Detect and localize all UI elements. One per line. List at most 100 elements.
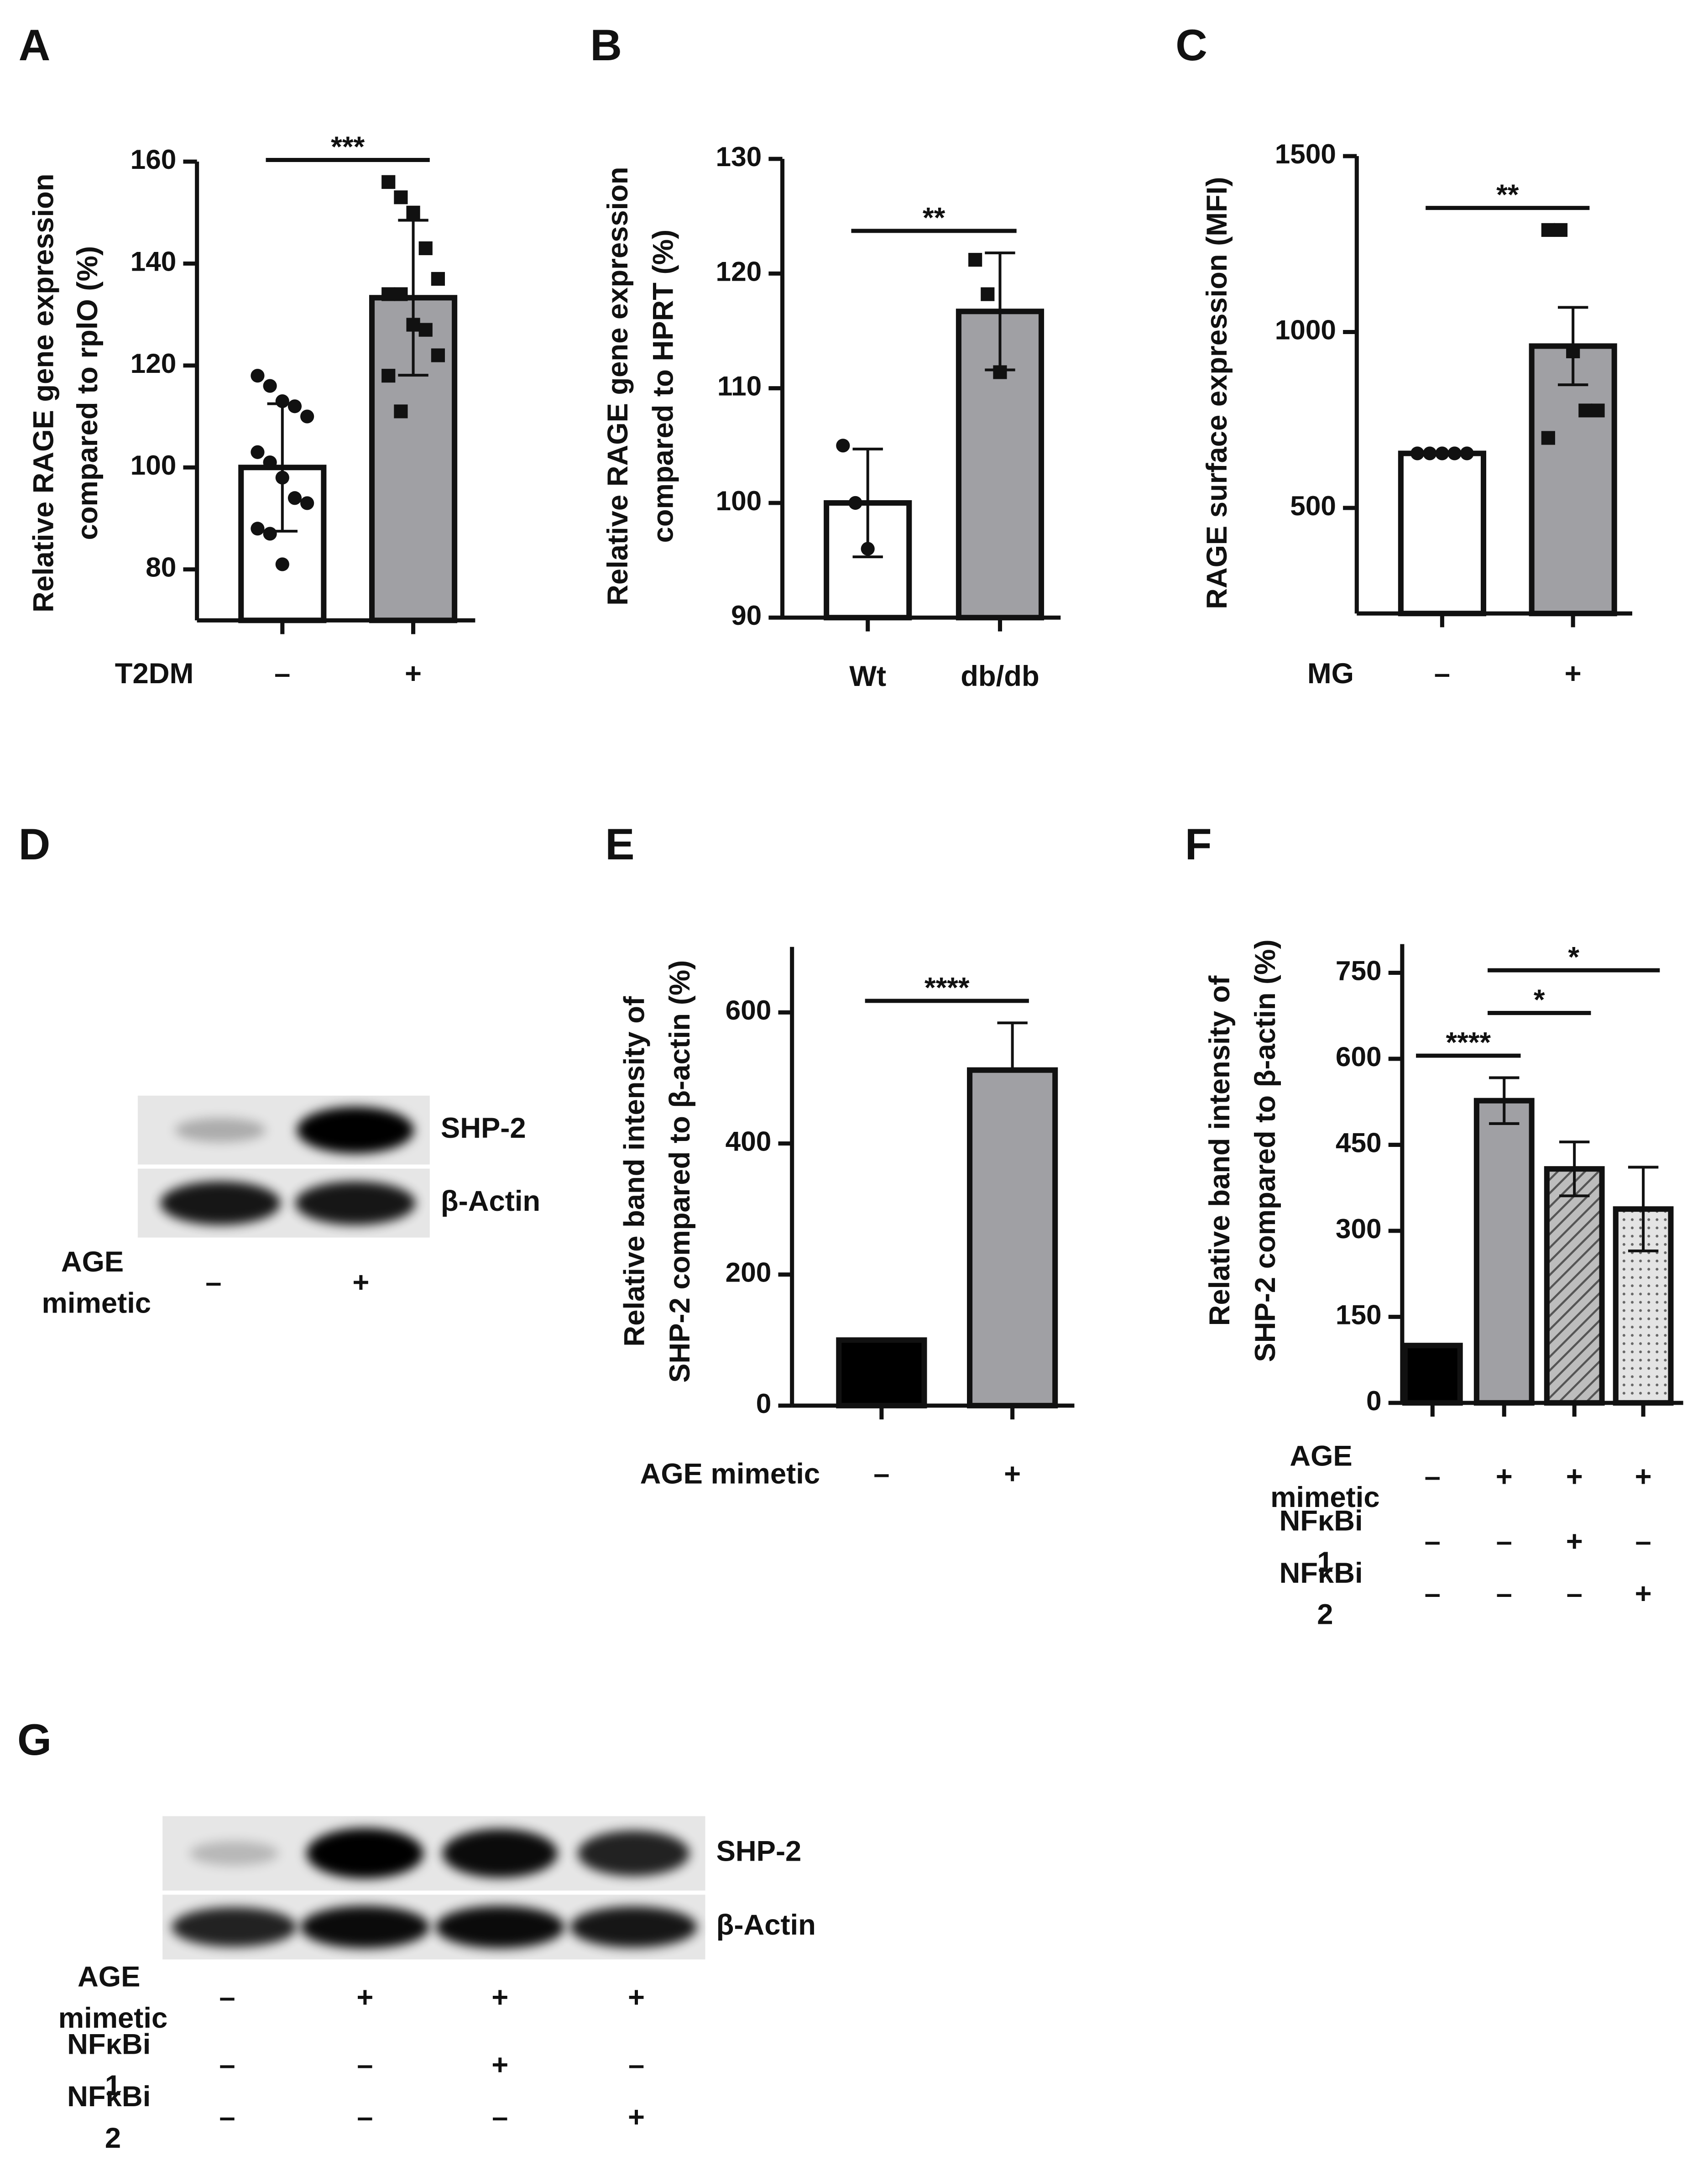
row-symbol: – [1425, 1578, 1441, 1610]
panel-letter: E [605, 820, 634, 869]
blot-band [297, 1106, 414, 1154]
bar [836, 1337, 927, 1408]
row-symbol: – [1425, 1525, 1441, 1557]
y-tick-label: 110 [717, 371, 762, 402]
data-point [381, 175, 396, 189]
data-point [300, 409, 314, 424]
y-tick-label: 100 [131, 450, 177, 481]
data-point [861, 542, 875, 556]
significance-label: *** [331, 131, 365, 163]
data-point [1591, 403, 1605, 418]
significance-label: ** [923, 202, 945, 234]
data-point [1541, 223, 1555, 237]
row-symbol: – [1425, 1461, 1441, 1493]
row-symbol: + [352, 1266, 369, 1298]
y-tick-label: 600 [726, 994, 772, 1026]
row-symbol: – [274, 658, 290, 690]
data-point [836, 439, 850, 453]
data-point [394, 190, 408, 204]
blot-band [570, 1906, 697, 1948]
bar [1402, 1343, 1463, 1406]
blot-band [175, 1118, 266, 1142]
data-point [381, 369, 396, 383]
significance-label: * [1534, 984, 1545, 1016]
row-symbol: + [1565, 658, 1582, 690]
y-axis-label: RAGE surface expression (MFI) [1201, 177, 1233, 609]
y-tick-label: 90 [731, 600, 762, 631]
row-symbol: + [1566, 1461, 1583, 1493]
y-tick-label: 100 [716, 485, 762, 516]
panel-letter: G [17, 1716, 52, 1764]
row-label: NFκBi 2 [67, 2081, 159, 2154]
row-symbol: + [356, 1982, 373, 2014]
panel-letter: B [590, 21, 622, 70]
panel-letter: A [19, 21, 51, 70]
row-label: AGE mimetic [42, 1246, 151, 1319]
blot-band [435, 1905, 564, 1949]
bar [967, 1067, 1058, 1408]
row-label: AGE mimetic [1270, 1440, 1380, 1513]
data-point [1553, 223, 1568, 237]
bar [1544, 1166, 1605, 1406]
data-point [1410, 446, 1425, 460]
y-axis-label: compared to HPRT (%) [648, 230, 679, 543]
row-label: NFκBi 1 [67, 2028, 159, 2102]
data-point [1423, 446, 1437, 460]
blot-band [172, 1907, 297, 1947]
data-point [1460, 446, 1474, 460]
y-tick-label: 120 [716, 256, 762, 287]
panel-letter: C [1175, 21, 1207, 70]
row-label: MG [1307, 658, 1354, 690]
blot-band [578, 1830, 690, 1876]
data-point [381, 287, 396, 301]
row-symbol: + [1566, 1525, 1583, 1557]
data-point [394, 287, 408, 301]
y-tick-label: 500 [1290, 490, 1336, 521]
significance-label: **** [1446, 1027, 1491, 1059]
y-tick-label: 750 [1336, 955, 1382, 986]
data-point [406, 318, 420, 332]
data-point [1447, 446, 1462, 460]
blot-band [295, 1181, 416, 1225]
row-symbol: – [357, 2101, 373, 2133]
band-label: β-Actin [716, 1909, 816, 1941]
data-point [848, 496, 862, 510]
row-symbol: + [1004, 1458, 1021, 1490]
data-point [431, 348, 445, 362]
row-symbol: + [1496, 1461, 1513, 1493]
row-symbol: + [1635, 1461, 1652, 1493]
y-axis-label: Relative band intensity of [1204, 975, 1236, 1326]
blot-band [300, 1905, 430, 1949]
row-symbol: – [1496, 1578, 1512, 1610]
data-point [418, 323, 433, 337]
y-axis-label: SHP-2 compared to β-actin (%) [1249, 939, 1281, 1362]
significance-label: ** [1496, 179, 1519, 211]
panel-letter: F [1185, 820, 1212, 869]
data-point [275, 557, 289, 571]
y-tick-label: 80 [146, 552, 176, 583]
data-point [1541, 431, 1555, 445]
data-point [418, 241, 433, 256]
row-symbol: + [405, 658, 422, 690]
row-symbol: – [357, 2049, 373, 2081]
y-tick-label: 130 [716, 141, 762, 172]
y-axis-label: compared to rplO (%) [72, 246, 104, 540]
blot-band [306, 1828, 424, 1879]
data-point [263, 527, 277, 541]
blot-band [160, 1181, 281, 1225]
row-symbol: – [873, 1458, 889, 1490]
y-axis-label: SHP-2 compared to β-actin (%) [664, 960, 696, 1383]
y-tick-label: 1500 [1275, 138, 1336, 169]
y-axis-label: Relative band intensity of [618, 996, 650, 1347]
row-symbol: + [1635, 1578, 1652, 1610]
band-label: β-Actin [441, 1185, 540, 1217]
row-symbol: – [1434, 658, 1450, 690]
data-point [394, 404, 408, 419]
y-tick-label: 140 [131, 246, 177, 277]
data-point [275, 471, 289, 485]
y-tick-label: 160 [131, 144, 177, 175]
row-symbol: + [491, 2049, 508, 2081]
y-tick-label: 400 [726, 1125, 772, 1156]
data-point [406, 205, 420, 220]
y-tick-label: 0 [756, 1388, 772, 1419]
